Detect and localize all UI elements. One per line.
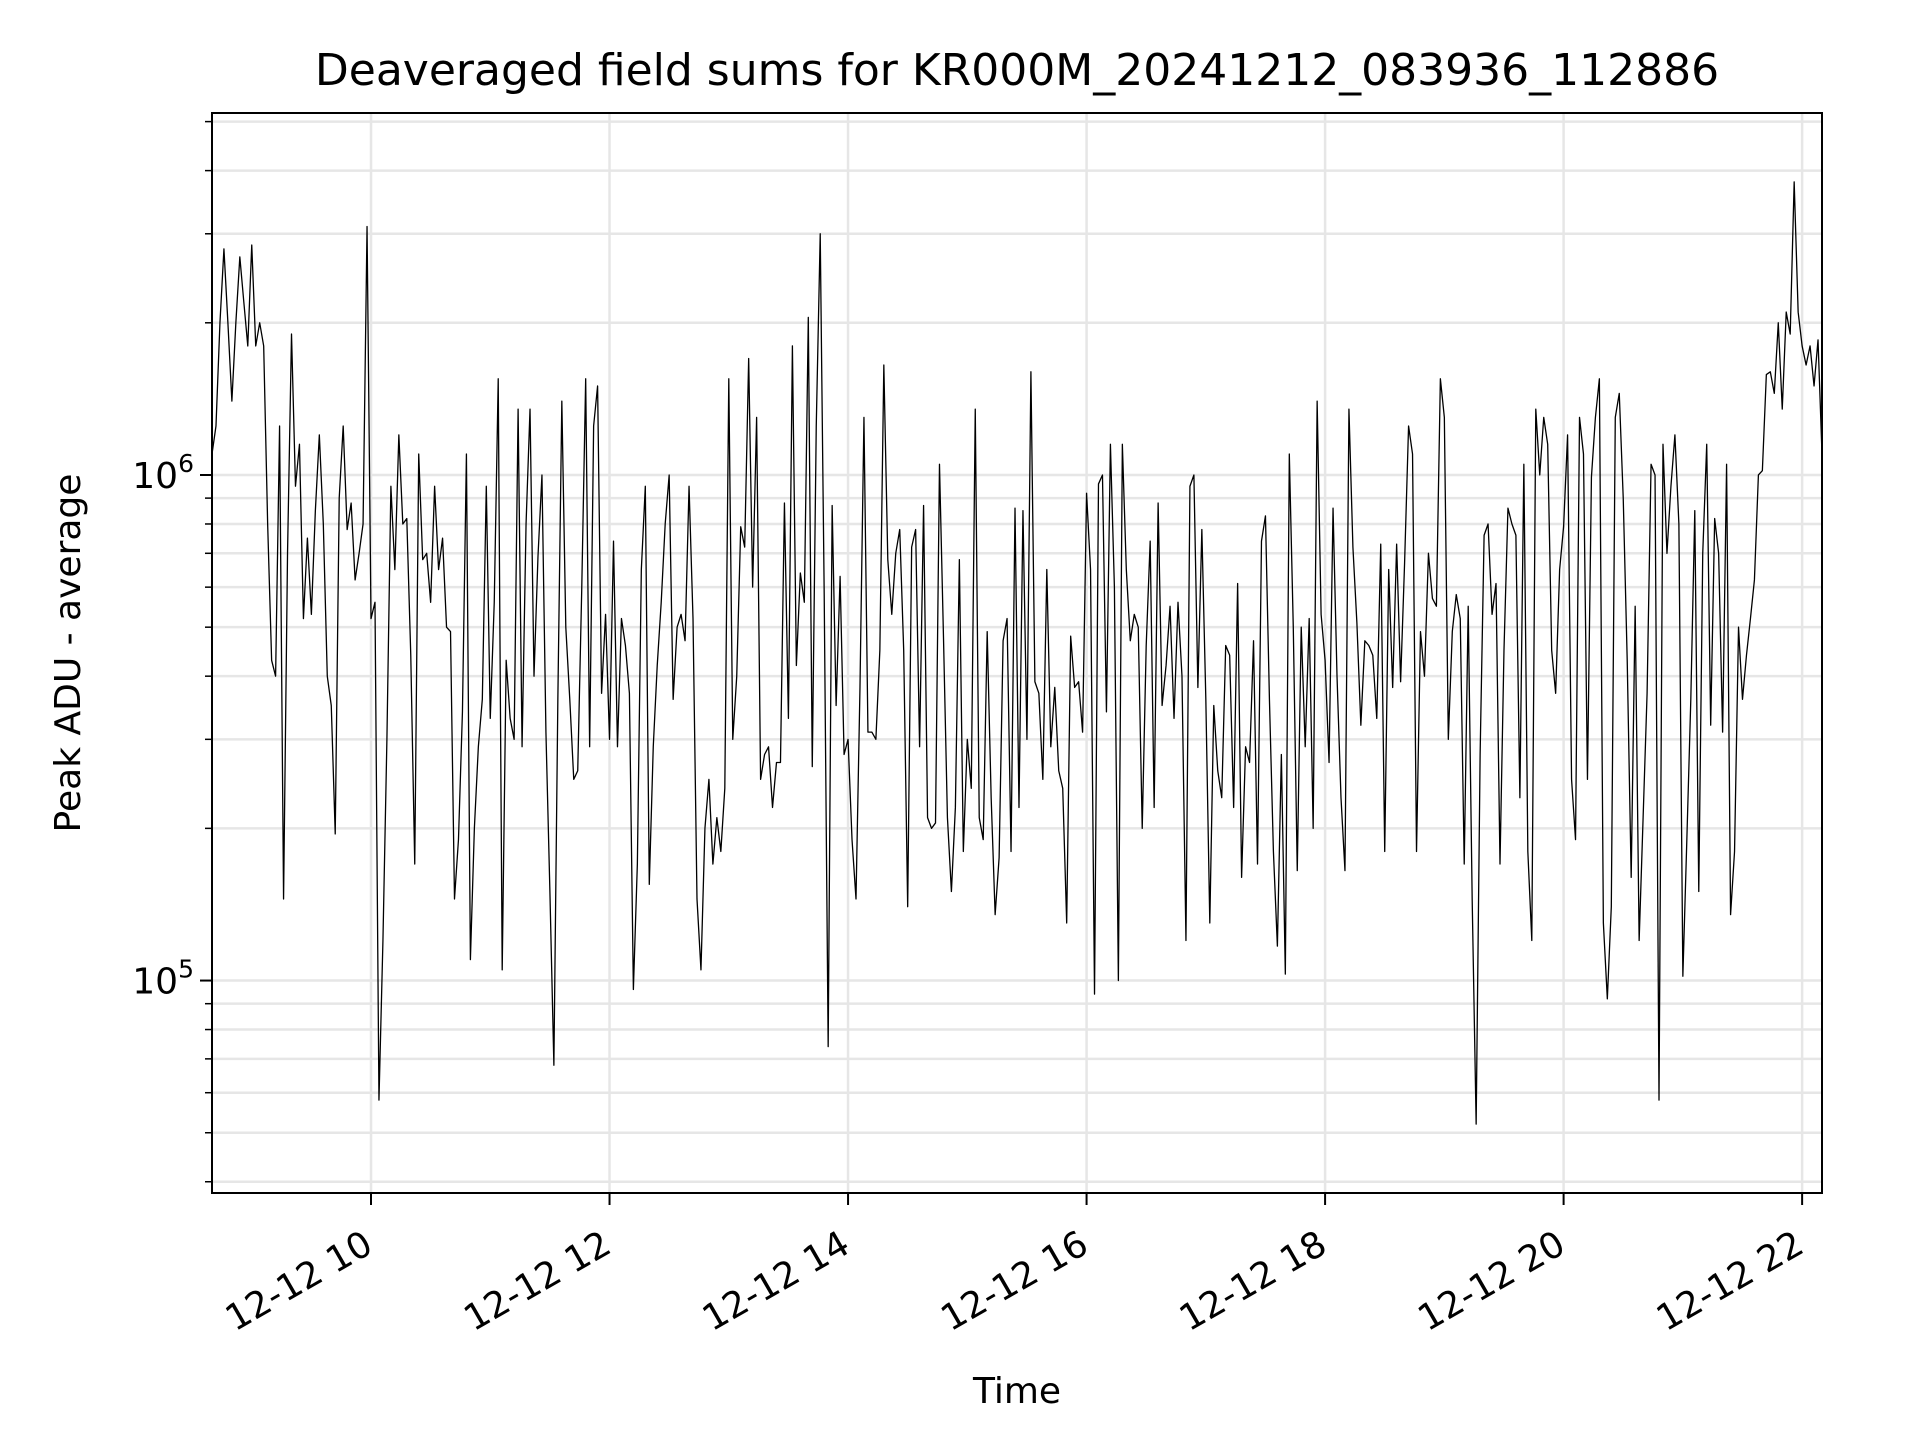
plot-frame — [211, 112, 1823, 1194]
x-tick-label: 12-12 10 — [219, 1223, 380, 1339]
x-tick-label: 12-12 14 — [696, 1223, 857, 1339]
x-tick-label: 12-12 18 — [1173, 1223, 1334, 1339]
y-tick-label: 106 — [132, 449, 194, 497]
chart-title: Deaveraged field sums for KR000M_2024121… — [315, 45, 1719, 96]
x-tick-label: 12-12 20 — [1411, 1223, 1572, 1339]
y-axis-label: Peak ADU - average — [48, 474, 89, 833]
x-axis-label: Time — [972, 1371, 1061, 1412]
x-tick-label: 12-12 12 — [457, 1223, 618, 1339]
x-tick-label: 12-12 16 — [934, 1223, 1095, 1339]
y-tick-label: 105 — [132, 955, 194, 1003]
x-tick-label: 12-12 22 — [1650, 1223, 1811, 1339]
series-line — [211, 181, 1823, 1125]
